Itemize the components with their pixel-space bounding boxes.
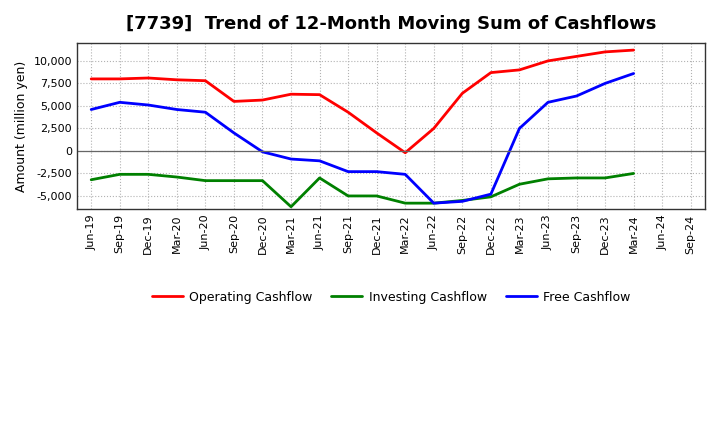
Operating Cashflow — [487, 70, 495, 75]
Free Cashflow — [344, 169, 353, 174]
Operating Cashflow — [315, 92, 324, 97]
Investing Cashflow — [201, 178, 210, 183]
Operating Cashflow — [401, 150, 410, 155]
Operating Cashflow — [629, 48, 638, 53]
Free Cashflow — [201, 110, 210, 115]
Operating Cashflow — [372, 130, 381, 136]
Free Cashflow — [515, 126, 523, 131]
Operating Cashflow — [572, 54, 581, 59]
Free Cashflow — [173, 107, 181, 112]
Free Cashflow — [600, 81, 609, 86]
Free Cashflow — [144, 103, 153, 108]
Free Cashflow — [429, 201, 438, 206]
Investing Cashflow — [173, 174, 181, 180]
Operating Cashflow — [344, 110, 353, 115]
Investing Cashflow — [115, 172, 124, 177]
Free Cashflow — [230, 130, 238, 136]
Free Cashflow — [458, 199, 467, 204]
Operating Cashflow — [600, 49, 609, 55]
Free Cashflow — [258, 149, 267, 154]
Investing Cashflow — [372, 193, 381, 198]
Y-axis label: Amount (million yen): Amount (million yen) — [15, 61, 28, 192]
Free Cashflow — [544, 100, 552, 105]
Operating Cashflow — [544, 58, 552, 63]
Operating Cashflow — [144, 75, 153, 81]
Operating Cashflow — [201, 78, 210, 83]
Investing Cashflow — [258, 178, 267, 183]
Investing Cashflow — [230, 178, 238, 183]
Operating Cashflow — [87, 76, 96, 81]
Investing Cashflow — [600, 175, 609, 180]
Free Cashflow — [115, 100, 124, 105]
Operating Cashflow — [173, 77, 181, 82]
Free Cashflow — [572, 93, 581, 99]
Line: Investing Cashflow: Investing Cashflow — [91, 173, 634, 207]
Investing Cashflow — [544, 176, 552, 181]
Free Cashflow — [487, 191, 495, 197]
Operating Cashflow — [429, 126, 438, 131]
Free Cashflow — [287, 156, 295, 161]
Operating Cashflow — [515, 67, 523, 73]
Legend: Operating Cashflow, Investing Cashflow, Free Cashflow: Operating Cashflow, Investing Cashflow, … — [147, 286, 635, 309]
Investing Cashflow — [315, 175, 324, 180]
Free Cashflow — [372, 169, 381, 174]
Investing Cashflow — [401, 201, 410, 206]
Investing Cashflow — [344, 193, 353, 198]
Free Cashflow — [315, 158, 324, 164]
Investing Cashflow — [629, 171, 638, 176]
Operating Cashflow — [258, 97, 267, 103]
Operating Cashflow — [115, 76, 124, 81]
Free Cashflow — [629, 71, 638, 76]
Investing Cashflow — [429, 201, 438, 206]
Investing Cashflow — [458, 198, 467, 203]
Free Cashflow — [87, 107, 96, 112]
Investing Cashflow — [487, 194, 495, 199]
Operating Cashflow — [230, 99, 238, 104]
Investing Cashflow — [572, 175, 581, 180]
Investing Cashflow — [287, 204, 295, 209]
Operating Cashflow — [458, 91, 467, 96]
Title: [7739]  Trend of 12-Month Moving Sum of Cashflows: [7739] Trend of 12-Month Moving Sum of C… — [126, 15, 656, 33]
Operating Cashflow — [287, 92, 295, 97]
Investing Cashflow — [87, 177, 96, 183]
Line: Operating Cashflow: Operating Cashflow — [91, 50, 634, 153]
Investing Cashflow — [144, 172, 153, 177]
Free Cashflow — [401, 172, 410, 177]
Investing Cashflow — [515, 182, 523, 187]
Line: Free Cashflow: Free Cashflow — [91, 73, 634, 203]
